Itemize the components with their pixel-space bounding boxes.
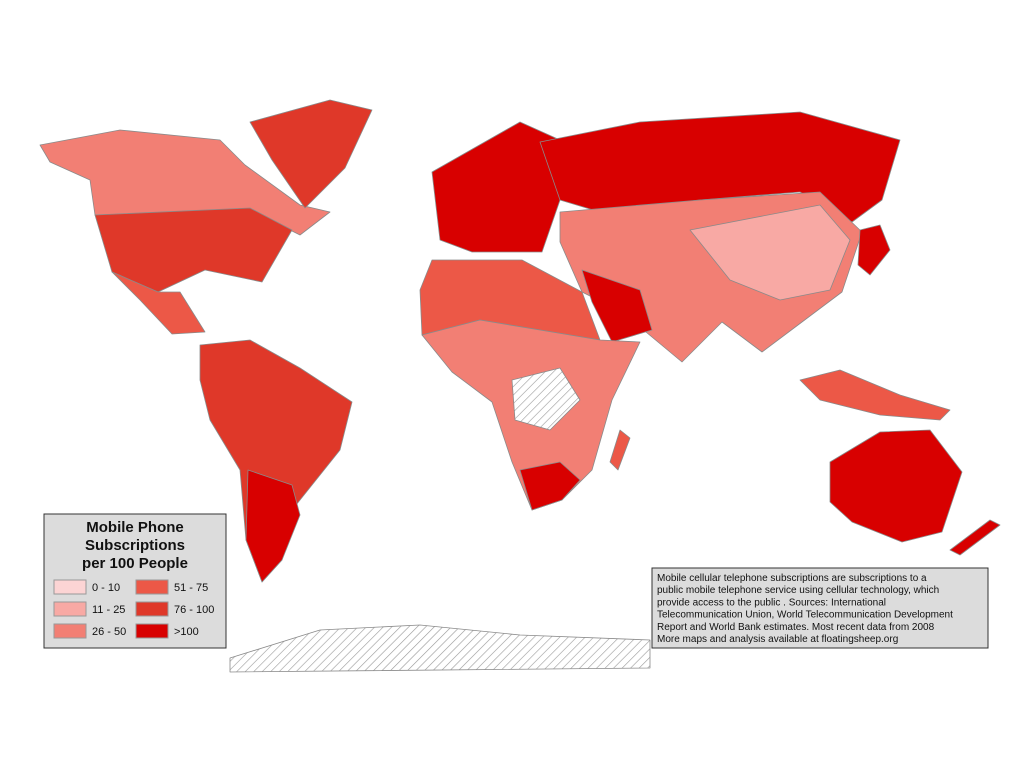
legend-swatch	[53, 579, 87, 595]
madagascar	[609, 429, 631, 471]
note-box	[651, 567, 989, 649]
australia	[829, 429, 963, 543]
legend-swatch	[135, 623, 169, 639]
legend-label: 76 - 100	[174, 604, 214, 616]
note-line: provide access to the public . Sources: …	[657, 597, 886, 608]
europe	[431, 121, 561, 253]
argentina	[245, 469, 301, 583]
legend-label: >100	[174, 626, 199, 638]
note: Mobile cellular telephone subscriptions …	[651, 567, 989, 649]
note-line: Mobile cellular telephone subscriptions …	[657, 573, 927, 584]
japan	[857, 224, 891, 276]
legend-title: Mobile Phone	[86, 519, 184, 536]
south-africa	[519, 461, 581, 511]
new-zealand	[949, 519, 1001, 556]
no-data-region	[511, 367, 581, 431]
legend-swatch	[135, 601, 169, 617]
mexico	[111, 271, 206, 335]
antarctica	[229, 624, 651, 673]
note-line: Telecommunication Union, World Telecommu…	[657, 610, 953, 621]
legend-swatch	[135, 579, 169, 595]
note-line: public mobile telephone service using ce…	[657, 585, 939, 596]
legend-label: 0 - 10	[92, 582, 120, 594]
legend-title: per 100 People	[82, 555, 188, 572]
southeast-asia	[799, 369, 951, 421]
legend-label: 26 - 50	[92, 626, 126, 638]
note-line: Report and World Bank estimates. Most re…	[657, 622, 935, 633]
legend-title: Subscriptions	[85, 537, 185, 554]
legend-swatch	[53, 601, 87, 617]
legend-swatch	[53, 623, 87, 639]
note-line: More maps and analysis available at floa…	[657, 634, 898, 645]
greenland	[249, 99, 373, 209]
world-map	[39, 99, 1001, 673]
legend-label: 51 - 75	[174, 582, 208, 594]
china	[689, 204, 851, 301]
canada	[39, 129, 331, 236]
legend-label: 11 - 25	[92, 604, 125, 616]
arabia	[581, 269, 653, 343]
